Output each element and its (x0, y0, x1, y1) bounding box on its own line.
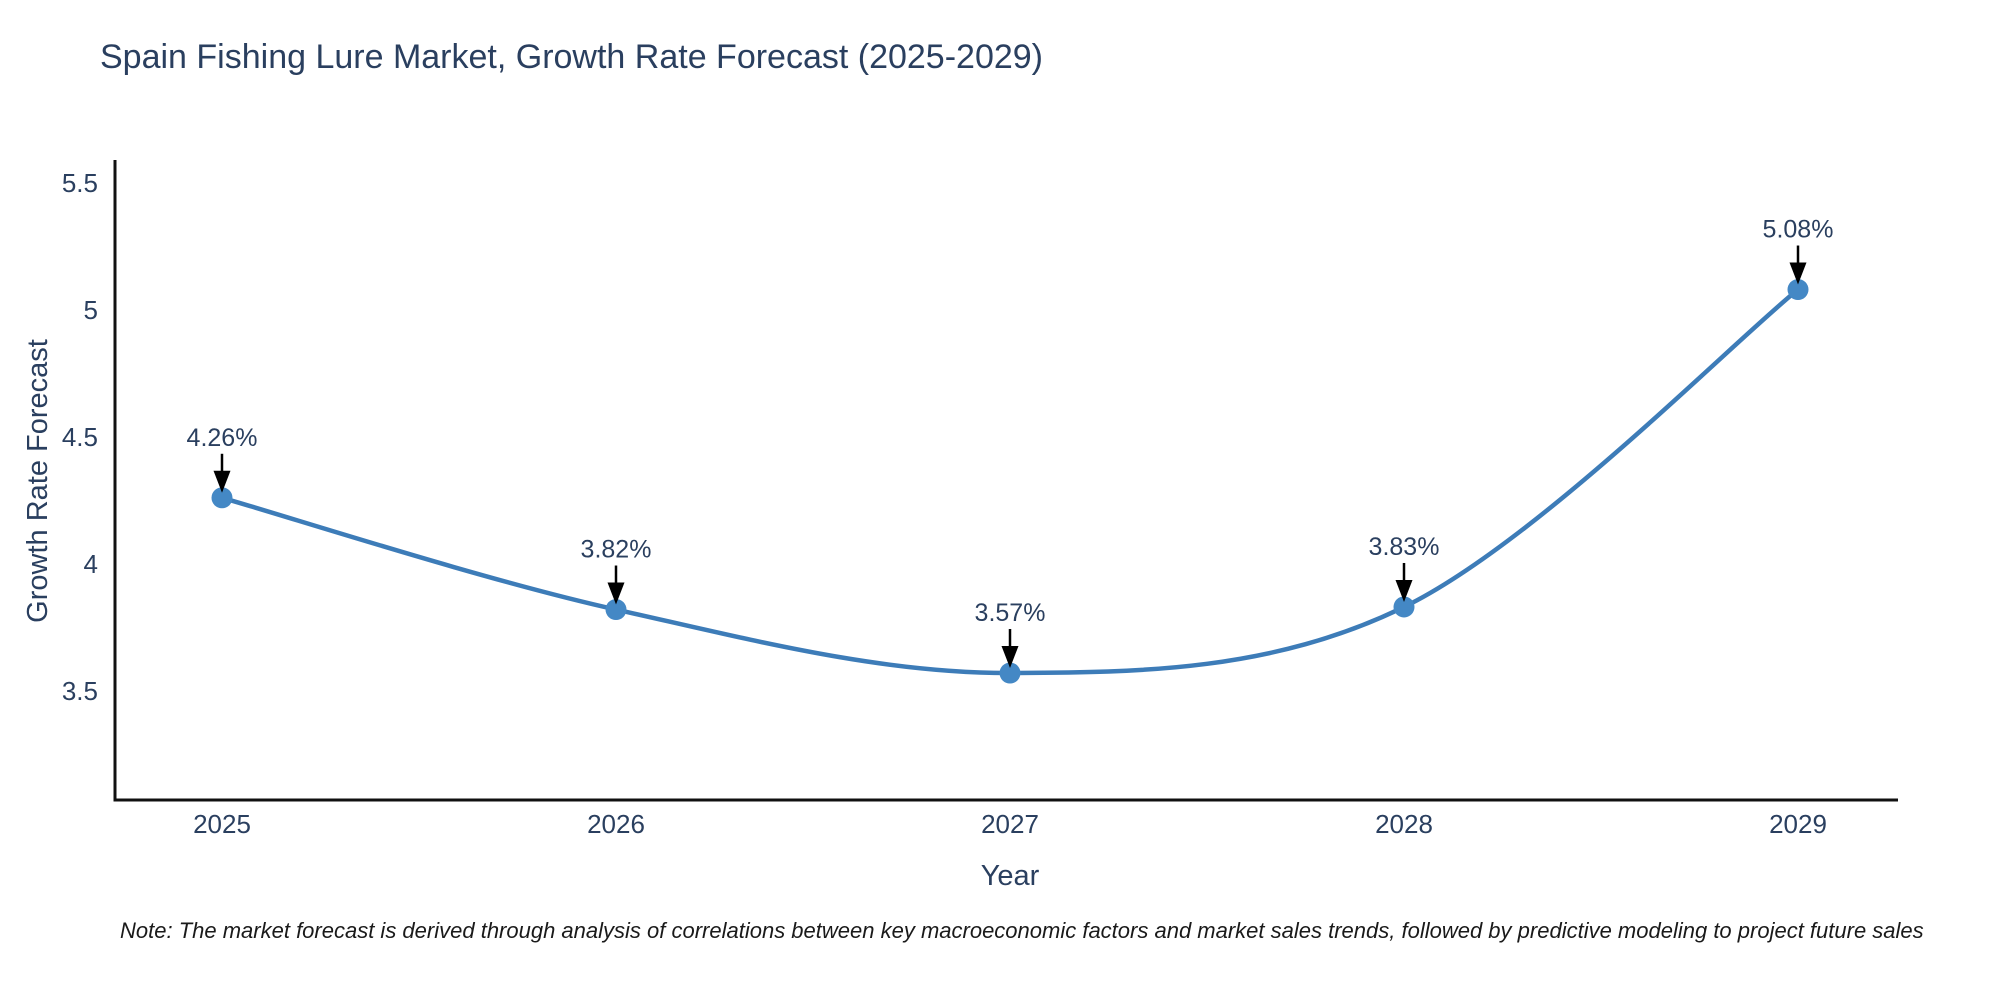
annotation-arrow-head (1001, 646, 1019, 669)
x-tick-label: 2027 (981, 809, 1039, 839)
y-tick-label: 3.5 (62, 676, 98, 706)
chart-title: Spain Fishing Lure Market, Growth Rate F… (100, 38, 1044, 76)
data-point-marker[interactable] (605, 599, 627, 621)
annotation-arrow-head (1395, 579, 1413, 602)
y-tick-label: 5.5 (62, 168, 98, 198)
x-axis-title: Year (980, 860, 1040, 892)
annotation-arrow-head (1789, 262, 1807, 285)
annotation-label: 3.82% (581, 536, 652, 564)
x-tick-label: 2025 (193, 809, 251, 839)
data-point-marker[interactable] (1787, 279, 1809, 301)
y-tick-label: 4.5 (62, 422, 98, 452)
annotation-arrow-head (213, 470, 231, 493)
footnote: Note: The market forecast is derived thr… (120, 918, 1924, 943)
y-tick-label: 4 (84, 549, 98, 579)
annotation-label: 5.08% (1763, 216, 1834, 244)
x-tick-label: 2026 (587, 809, 645, 839)
y-axis-title: Growth Rate Forecast (22, 339, 54, 623)
annotation-arrow-head (607, 582, 625, 605)
data-point-marker[interactable] (1393, 596, 1415, 618)
data-point-marker[interactable] (211, 487, 233, 509)
data-point-marker[interactable] (999, 662, 1021, 684)
x-tick-label: 2028 (1375, 809, 1433, 839)
annotation-label: 3.57% (975, 599, 1046, 627)
annotation-label: 4.26% (187, 424, 258, 452)
x-tick-label: 2029 (1769, 809, 1827, 839)
annotation-label: 3.83% (1369, 533, 1440, 561)
y-tick-label: 5 (84, 295, 98, 325)
